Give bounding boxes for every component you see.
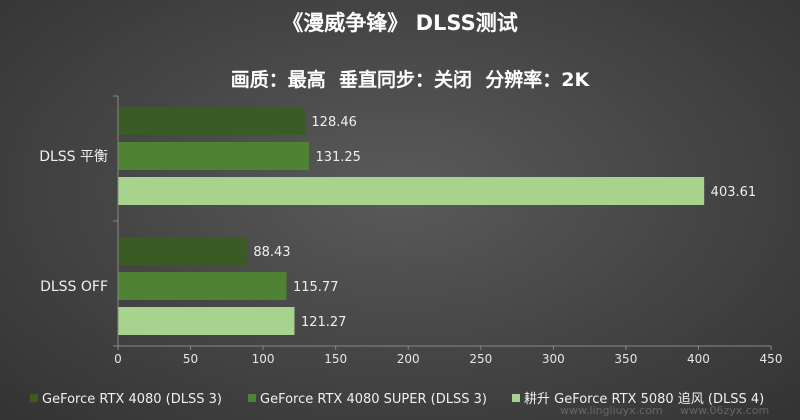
bar [118, 107, 305, 135]
x-tick-label: 100 [252, 352, 275, 366]
x-tick-label: 400 [687, 352, 710, 366]
x-tick-label: 250 [469, 352, 492, 366]
x-tick-label: 50 [183, 352, 198, 366]
chart-subtitle: 画质：最高 垂直同步：关闭 分辨率：2K [231, 68, 591, 91]
data-label: 121.27 [301, 315, 347, 330]
x-tick-label: 0 [114, 352, 122, 366]
watermark-text-1: www.lingliuyx.com [560, 404, 663, 417]
bar [118, 142, 309, 170]
legend-label: GeForce RTX 4080 (DLSS 3) [42, 392, 222, 407]
data-label: 128.46 [311, 115, 357, 130]
legend-swatch [30, 394, 38, 402]
chart-title: 《漫威争锋》 DLSS测试 [282, 11, 517, 35]
x-tick-label: 450 [760, 352, 783, 366]
bar [118, 237, 247, 265]
legend-swatch [248, 394, 256, 402]
x-tick-label: 300 [542, 352, 565, 366]
x-tick-label: 150 [324, 352, 347, 366]
legend-swatch [512, 394, 520, 402]
watermark-text-2: www.06zyx.com [680, 404, 769, 417]
x-tick-label: 200 [397, 352, 420, 366]
category-label: DLSS OFF [40, 279, 108, 295]
bar [118, 272, 287, 300]
data-label: 88.43 [253, 245, 290, 260]
data-label: 115.77 [293, 280, 339, 295]
category-label: DLSS 平衡 [39, 149, 108, 165]
x-tick-label: 350 [614, 352, 637, 366]
legend-label: GeForce RTX 4080 SUPER (DLSS 3) [260, 392, 487, 407]
bar [118, 307, 295, 335]
bar [118, 177, 705, 205]
data-label: 131.25 [315, 150, 361, 165]
data-label: 403.61 [711, 185, 757, 200]
legend-label: 耕升 GeForce RTX 5080 追风 (DLSS 4) [524, 391, 764, 407]
